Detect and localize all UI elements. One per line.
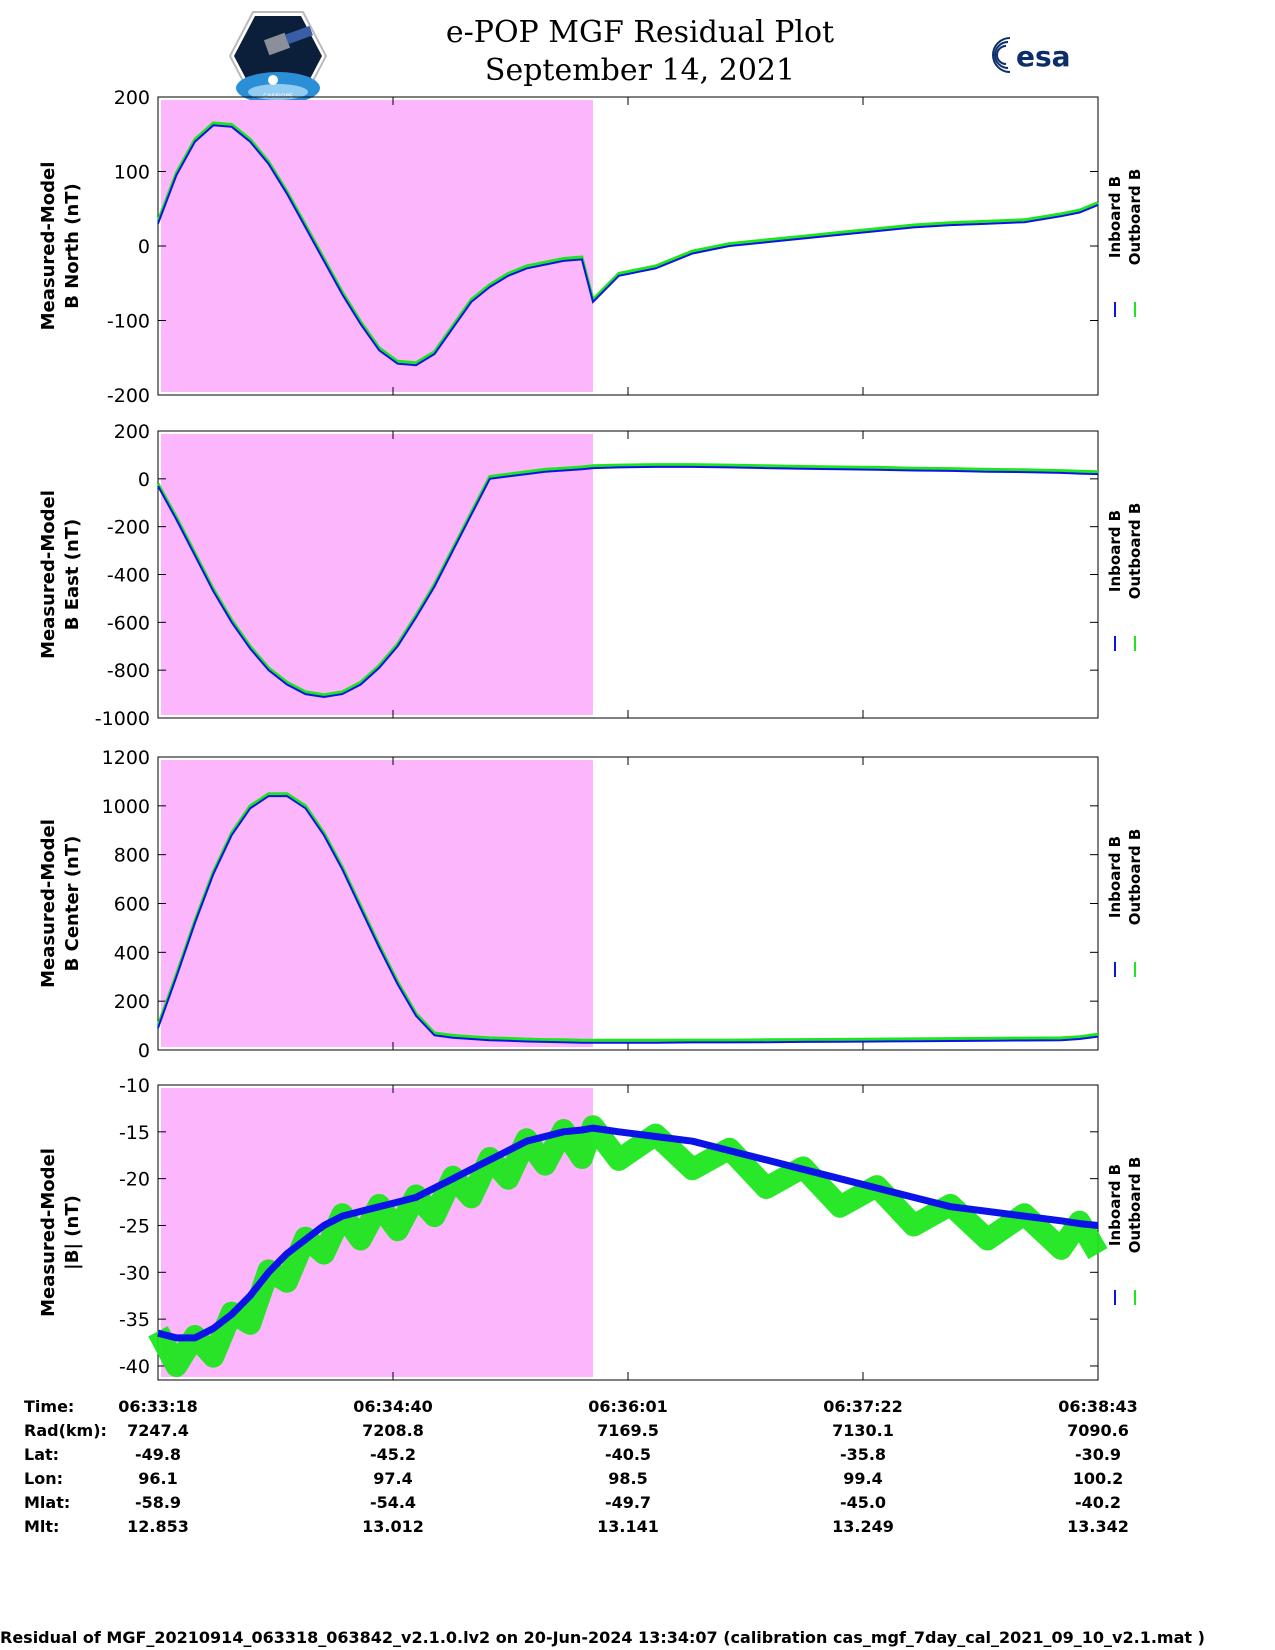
y-tick-label: -200 — [107, 385, 150, 407]
esa-logo-text: esa — [1016, 40, 1071, 73]
ephemeris-value: 12.853 — [127, 1517, 189, 1536]
ephemeris-value: 100.2 — [1073, 1469, 1124, 1488]
ephemeris-value: -40.2 — [1075, 1493, 1121, 1512]
series-inboard-line — [157, 1124, 1099, 1342]
y-axis-label: Measured-Model B Center (nT) — [38, 819, 83, 988]
y-tick-label: -100 — [107, 311, 150, 333]
footer-caption: Residual of MGF_20210914_063318_063842_v… — [0, 1628, 1205, 1647]
y-tick-label: -800 — [107, 660, 150, 682]
legend-outboard-label: Outboard B — [1126, 829, 1144, 926]
ephemeris-value: 06:38:43 — [1058, 1397, 1138, 1416]
series-outboard-line — [156, 792, 1099, 1042]
ephemeris-value: 7247.4 — [127, 1421, 189, 1440]
y-tick-label: 200 — [114, 991, 150, 1013]
ephemeris-value: 06:36:01 — [588, 1397, 668, 1416]
ephemeris-value: -45.2 — [370, 1445, 416, 1464]
ephemeris-value: 13.342 — [1067, 1517, 1129, 1536]
y-tick-label: 0 — [138, 1040, 150, 1062]
legend-inboard-label: Inboard B — [1106, 1164, 1124, 1246]
ephemeris-value: 7169.5 — [597, 1421, 659, 1440]
y-tick-label: -600 — [107, 612, 150, 634]
esa-logo: esa — [992, 37, 1071, 73]
y-tick-label: -40 — [119, 1356, 150, 1378]
legend-outboard-label: Outboard B — [1126, 169, 1144, 266]
ephemeris-row-label: Lat: — [24, 1445, 59, 1464]
ephemeris-value: -49.8 — [135, 1445, 181, 1464]
ephemeris-row-label: Rad(km): — [24, 1421, 107, 1440]
ephemeris-value: -35.8 — [840, 1445, 886, 1464]
ephemeris-value: 13.141 — [597, 1517, 659, 1536]
ephemeris-value: 96.1 — [138, 1469, 177, 1488]
ephemeris-row-label: Mlt: — [24, 1517, 59, 1536]
ephemeris-value: 13.249 — [832, 1517, 894, 1536]
y-axis-label: Measured-Model B North (nT) — [38, 162, 83, 331]
y-tick-label: -15 — [119, 1122, 150, 1144]
y-tick-label: -400 — [107, 565, 150, 587]
y-tick-label: 0 — [138, 469, 150, 491]
ephemeris-value: 06:33:18 — [118, 1397, 198, 1416]
y-tick-label: -20 — [119, 1169, 150, 1191]
y-axis-label: Measured-Model |B| (nT) — [38, 1148, 83, 1317]
legend-inboard-label: Inboard B — [1106, 176, 1124, 258]
series-inboard-line — [157, 465, 1099, 699]
title-line-2: September 14, 2021 — [484, 53, 796, 88]
ephemeris-value: 7130.1 — [832, 1421, 894, 1440]
legend-outboard-label: Outboard B — [1126, 1157, 1144, 1254]
y-tick-label: 200 — [114, 421, 150, 443]
series-inboard-line — [157, 795, 1099, 1044]
y-tick-label: -10 — [119, 1075, 150, 1097]
y-tick-label: -200 — [107, 517, 150, 539]
series-outboard-line — [148, 1115, 1108, 1377]
ephemeris-value: 06:37:22 — [823, 1397, 903, 1416]
ephemeris-value: 7090.6 — [1067, 1421, 1129, 1440]
y-tick-label: 0 — [138, 236, 150, 258]
y-tick-label: 1200 — [102, 747, 150, 769]
series-outboard-line — [156, 463, 1099, 697]
y-tick-label: -30 — [119, 1262, 150, 1284]
y-tick-label: 800 — [114, 845, 150, 867]
shaded-region-1 — [161, 434, 593, 715]
y-axis-label: Measured-Model B East (nT) — [38, 490, 83, 659]
ephemeris-value: -30.9 — [1075, 1445, 1121, 1464]
ephemeris-value: 99.4 — [843, 1469, 882, 1488]
ephemeris-value: 13.012 — [362, 1517, 424, 1536]
ephemeris-row-label: Mlat: — [24, 1493, 70, 1512]
y-tick-label: -25 — [119, 1215, 150, 1237]
y-tick-label: -1000 — [95, 708, 150, 730]
y-tick-label: 600 — [114, 894, 150, 916]
ephemeris-value: -45.0 — [840, 1493, 886, 1512]
y-tick-label: 400 — [114, 942, 150, 964]
ephemeris-value: -58.9 — [135, 1493, 181, 1512]
ephemeris-row-label: Lon: — [24, 1469, 63, 1488]
cassiope-mission-logo: CASSIOPE — [228, 11, 328, 102]
legend-inboard-label: Inboard B — [1106, 836, 1124, 918]
page-title: e-POP MGF Residual Plot September 14, 20… — [380, 14, 900, 90]
ephemeris-value: -40.5 — [605, 1445, 651, 1464]
legend-inboard-label: Inboard B — [1106, 510, 1124, 592]
ephemeris-value: 98.5 — [608, 1469, 647, 1488]
y-tick-label: -35 — [119, 1309, 150, 1331]
shaded-region-2 — [161, 760, 593, 1047]
series-inboard-line — [157, 124, 1099, 367]
title-line-1: e-POP MGF Residual Plot — [445, 15, 835, 50]
ephemeris-value: -54.4 — [370, 1493, 416, 1512]
legend-outboard-label: Outboard B — [1126, 503, 1144, 600]
ephemeris-value: 06:34:40 — [353, 1397, 433, 1416]
ephemeris-row-label: Time: — [24, 1397, 74, 1416]
series-outboard-line — [156, 121, 1099, 365]
y-tick-label: 200 — [114, 87, 150, 109]
ephemeris-value: 97.4 — [373, 1469, 412, 1488]
y-tick-label: 100 — [114, 162, 150, 184]
y-tick-label: 1000 — [102, 796, 150, 818]
ephemeris-value: -49.7 — [605, 1493, 651, 1512]
ephemeris-value: 7208.8 — [362, 1421, 424, 1440]
